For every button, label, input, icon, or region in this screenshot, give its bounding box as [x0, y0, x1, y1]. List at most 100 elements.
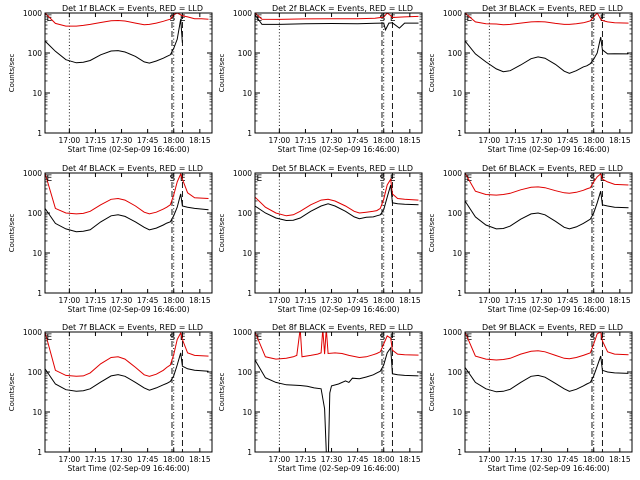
- x-tick-label: 17:30: [111, 296, 133, 305]
- y-tick-label: 1: [37, 448, 42, 457]
- y-axis-label: Counts/sec: [218, 214, 226, 253]
- lld-series-line: [465, 13, 629, 26]
- x-tick-label: 18:15: [189, 296, 211, 305]
- panel-title: Det 8f BLACK = Events, RED = LLD: [272, 323, 413, 332]
- x-tick-label: 18:15: [189, 455, 211, 464]
- y-tick-label: 1: [457, 129, 462, 138]
- time-marker-label: E: [390, 14, 396, 24]
- time-marker-label: E: [47, 14, 53, 24]
- time-marker-label: E: [467, 174, 473, 184]
- y-tick-label: 10: [32, 89, 42, 98]
- y-tick-label: 1000: [443, 328, 462, 337]
- time-marker-label: S: [379, 14, 385, 24]
- y-tick-label: 10: [452, 249, 462, 258]
- plot-frame: [44, 172, 213, 294]
- x-tick-label: 17:45: [557, 455, 579, 464]
- y-tick-label: 10: [452, 89, 462, 98]
- plot-frame: [464, 12, 633, 134]
- time-marker-label: E: [47, 174, 53, 184]
- x-tick-label: 18:15: [399, 455, 421, 464]
- plot-frame: [254, 172, 423, 294]
- panel-title: Det 4f BLACK = Events, RED = LLD: [62, 164, 203, 173]
- events-series-line: [255, 184, 419, 222]
- panel-1: Det 1f BLACK = Events, RED = LLD Counts/s…: [8, 4, 213, 154]
- y-tick-label: 1000: [23, 328, 42, 337]
- y-tick-label: 1: [457, 289, 462, 298]
- x-tick-label: 17:00: [59, 455, 81, 464]
- time-marker-label: S: [589, 333, 595, 343]
- x-tick-label: 17:45: [137, 455, 159, 464]
- y-tick-label: 100: [448, 209, 463, 218]
- x-tick-label: 18:00: [373, 296, 395, 305]
- x-tick-label: 17:15: [85, 296, 107, 305]
- time-marker-label: E: [390, 174, 396, 184]
- x-tick-label: 18:00: [163, 455, 185, 464]
- x-tick-label: 17:15: [295, 296, 317, 305]
- x-tick-label: 18:15: [609, 136, 631, 145]
- time-marker-label: S: [589, 174, 595, 184]
- time-marker-label: E: [390, 333, 396, 343]
- x-tick-label: 17:30: [531, 296, 553, 305]
- time-marker-label: E: [180, 333, 186, 343]
- x-tick-label: 17:30: [321, 455, 343, 464]
- events-series-line: [255, 14, 419, 32]
- y-axis-label: Counts/sec: [428, 373, 436, 412]
- time-marker-label: S: [379, 174, 385, 184]
- y-tick-label: 1: [247, 448, 252, 457]
- panel-title: Det 9f BLACK = Events, RED = LLD: [482, 323, 623, 332]
- y-tick-label: 1000: [443, 9, 462, 18]
- y-tick-label: 1000: [23, 9, 42, 18]
- panel-title: Det 2f BLACK = Events, RED = LLD: [272, 4, 413, 13]
- panel-title: Det 6f BLACK = Events, RED = LLD: [482, 164, 623, 173]
- x-axis-label: Start Time (02-Sep-09 16:46:00): [278, 464, 400, 473]
- panel-5: Det 5f BLACK = Events, RED = LLD Counts/s…: [218, 164, 423, 314]
- panel-7: Det 7f BLACK = Events, RED = LLD Counts/s…: [8, 323, 213, 473]
- y-tick-label: 100: [28, 209, 43, 218]
- events-series-line: [465, 355, 629, 393]
- y-axis-label: Counts/sec: [218, 54, 226, 93]
- y-tick-label: 1000: [233, 169, 252, 178]
- time-marker-label: E: [600, 333, 606, 343]
- y-tick-label: 100: [238, 209, 253, 218]
- panel-title: Det 7f BLACK = Events, RED = LLD: [62, 323, 203, 332]
- panel-9: Det 9f BLACK = Events, RED = LLD Counts/s…: [428, 323, 633, 473]
- lld-series-line: [45, 13, 209, 27]
- plot-frame: [464, 331, 633, 453]
- x-axis-label: Start Time (02-Sep-09 16:46:00): [68, 145, 190, 154]
- x-tick-label: 18:15: [609, 455, 631, 464]
- x-tick-label: 17:30: [531, 455, 553, 464]
- x-axis-label: Start Time (02-Sep-09 16:46:00): [278, 145, 400, 154]
- panel-4: Det 4f BLACK = Events, RED = LLD Counts/s…: [8, 164, 213, 314]
- time-marker-label: E: [257, 333, 263, 343]
- x-tick-label: 17:45: [557, 296, 579, 305]
- time-marker-label: E: [180, 174, 186, 184]
- plot-frame: [44, 12, 213, 134]
- lld-series-line: [255, 13, 419, 20]
- time-marker-label: E: [467, 14, 473, 24]
- y-tick-label: 10: [452, 408, 462, 417]
- y-axis-label: Counts/sec: [428, 54, 436, 93]
- y-tick-label: 1000: [233, 328, 252, 337]
- lld-series-line: [255, 177, 419, 217]
- y-tick-label: 10: [242, 249, 252, 258]
- x-tick-label: 18:15: [609, 296, 631, 305]
- y-axis-label: Counts/sec: [8, 373, 16, 412]
- y-tick-label: 1000: [443, 169, 462, 178]
- y-tick-label: 10: [32, 249, 42, 258]
- x-tick-label: 18:15: [189, 136, 211, 145]
- lld-series-line: [465, 332, 629, 361]
- plot-frame: [464, 172, 633, 294]
- x-tick-label: 17:15: [505, 455, 527, 464]
- x-axis-label: Start Time (02-Sep-09 16:46:00): [278, 305, 400, 314]
- y-tick-label: 10: [242, 408, 252, 417]
- panel-2: Det 2f BLACK = Events, RED = LLD Counts/s…: [218, 4, 423, 154]
- x-tick-label: 17:00: [59, 296, 81, 305]
- x-tick-label: 17:30: [111, 136, 133, 145]
- time-marker-label: E: [47, 333, 53, 343]
- x-tick-label: 18:00: [163, 296, 185, 305]
- x-tick-label: 18:00: [163, 136, 185, 145]
- x-tick-label: 17:45: [137, 296, 159, 305]
- x-axis-label: Start Time (02-Sep-09 16:46:00): [68, 305, 190, 314]
- x-tick-label: 17:30: [321, 296, 343, 305]
